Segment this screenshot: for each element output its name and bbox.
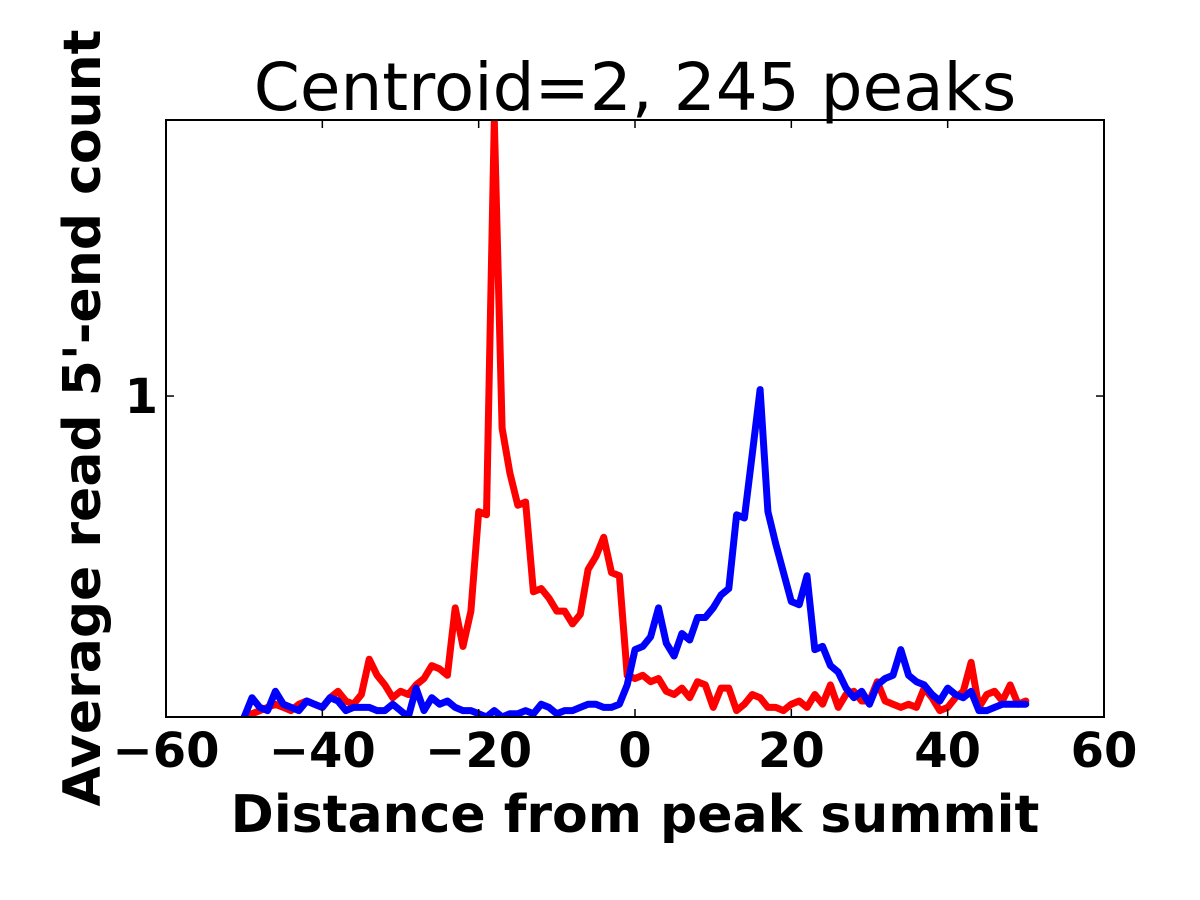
series-line-1 [240, 120, 1030, 717]
x-tick-label: 40 [914, 723, 981, 779]
ticks-layer: −60 −40 −20 0 20 40 60 1 [112, 120, 1137, 779]
chart-title: Centroid=2, 245 peaks [254, 49, 1016, 126]
series-layer [240, 120, 1030, 717]
x-tick-label: −40 [269, 723, 376, 779]
x-tick-label: −60 [112, 723, 219, 779]
plot-frame [165, 119, 1105, 718]
x-axis-label: Distance from peak summit [231, 785, 1040, 845]
series-line-2 [240, 386, 1030, 717]
y-axis-label: Average read 5'-end count [53, 30, 113, 807]
x-tick-label: 0 [618, 723, 651, 779]
x-tick-label: −20 [425, 723, 532, 779]
y-tick-label: 1 [125, 369, 158, 425]
x-tick-label: 60 [1071, 723, 1138, 779]
x-tick-label: 20 [758, 723, 825, 779]
